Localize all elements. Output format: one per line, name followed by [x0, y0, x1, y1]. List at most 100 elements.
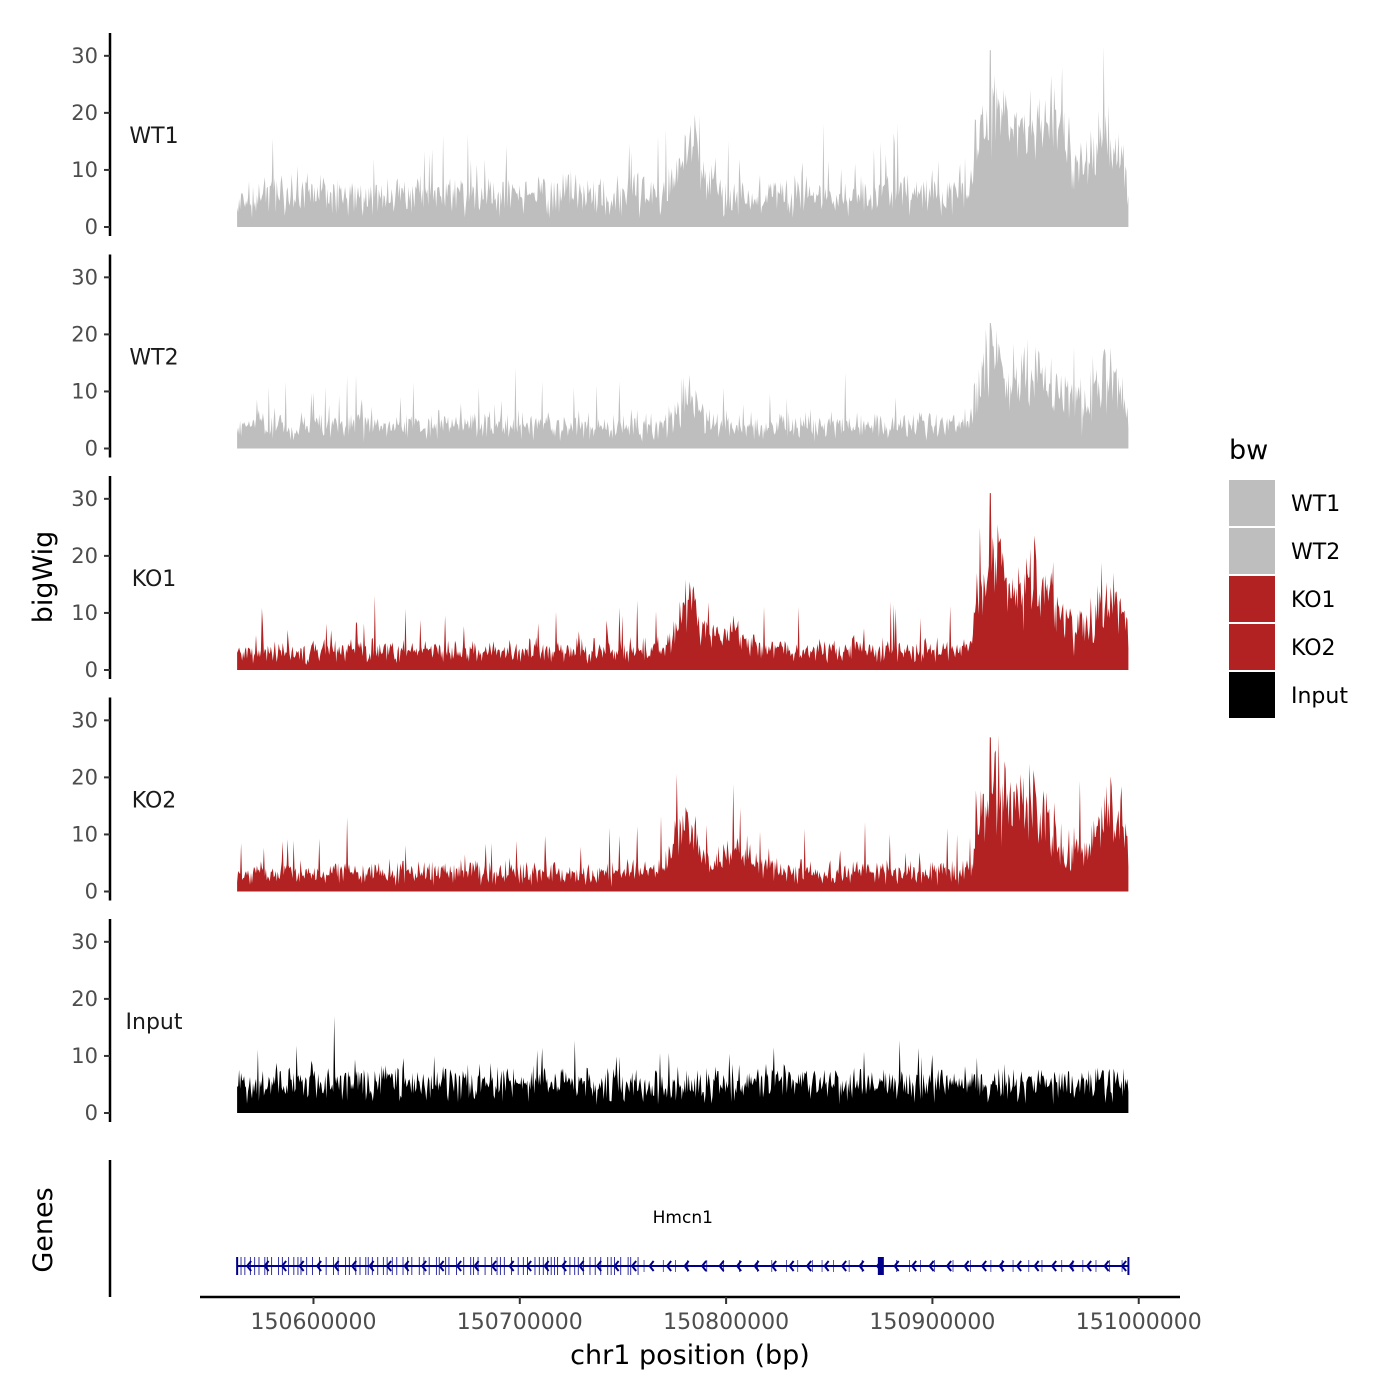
signal-area-ko2 [237, 735, 1129, 892]
track-panel-ko1: 0 10 20 30 KO1 [71, 476, 1129, 682]
strand-arrow [980, 1260, 987, 1272]
strand-arrow [298, 1260, 305, 1272]
y-tick-label: 0 [85, 658, 98, 682]
gene-label: Hmcn1 [653, 1208, 713, 1228]
track-panels: 0 10 20 30 WT1 0 10 20 30 WT2 0 10 20 30 KO1 0 10 20 30 KO2… [71, 33, 1129, 1125]
strand-arrow [998, 1260, 1005, 1272]
track-label-input: Input [126, 1010, 183, 1035]
signal-area-wt2 [237, 323, 1129, 449]
strand-arrow [718, 1260, 725, 1272]
strand-arrow [805, 1260, 812, 1272]
strand-arrow [385, 1260, 392, 1272]
strand-arrow [770, 1260, 777, 1272]
y-tick-label: 20 [71, 765, 98, 789]
legend: bw WT1 WT2 KO1 KO2 Input [1229, 435, 1348, 718]
x-tick-label: 150900000 [869, 1310, 995, 1335]
y-tick-label: 30 [71, 930, 98, 954]
y-tick-label: 30 [71, 265, 98, 289]
strand-arrow [630, 1260, 637, 1272]
track-label-wt2: WT2 [129, 346, 178, 371]
x-tick-label: 150600000 [250, 1310, 376, 1335]
strand-arrow [455, 1260, 462, 1272]
y-tick-label: 0 [85, 880, 98, 904]
legend-title: bw [1229, 435, 1268, 466]
legend-swatch-ko2 [1229, 624, 1275, 670]
track-panel-wt1: 0 10 20 30 WT1 [71, 33, 1129, 239]
signal-area-ko1 [237, 493, 1129, 670]
track-label-ko2: KO2 [132, 789, 177, 814]
strand-arrow [263, 1260, 270, 1272]
strand-arrow [788, 1260, 795, 1272]
strand-arrow [840, 1260, 847, 1272]
y-tick-label: 10 [71, 158, 98, 182]
signal-area-input [237, 1016, 1129, 1113]
y-tick-label: 30 [71, 708, 98, 732]
strand-arrow [823, 1260, 830, 1272]
y-tick-label: 10 [71, 822, 98, 846]
strand-arrow [420, 1260, 427, 1272]
strand-arrow [280, 1260, 287, 1272]
track-panel-input: 0 10 20 30 Input [71, 919, 1129, 1125]
legend-label-ko1: KO1 [1291, 588, 1336, 613]
genes-axis-title: Genes [28, 1187, 59, 1272]
y-tick-label: 20 [71, 544, 98, 568]
strand-arrow [438, 1260, 445, 1272]
strand-arrow [1015, 1260, 1022, 1272]
strand-arrow [683, 1260, 690, 1272]
legend-swatch-wt1 [1229, 480, 1275, 526]
strand-arrow [753, 1260, 760, 1272]
strand-arrow [1068, 1260, 1075, 1272]
strand-arrow [543, 1260, 550, 1272]
strand-arrow [928, 1260, 935, 1272]
signal-area-wt1 [237, 46, 1129, 227]
strand-arrow [350, 1260, 357, 1272]
strand-arrow [945, 1260, 952, 1272]
y-tick-label: 20 [71, 322, 98, 346]
x-tick-label: 150700000 [457, 1310, 583, 1335]
x-axis-title: chr1 position (bp) [570, 1340, 810, 1371]
legend-swatch-ko1 [1229, 576, 1275, 622]
strand-arrow [963, 1260, 970, 1272]
legend-swatch-input [1229, 672, 1275, 718]
y-tick-label: 0 [85, 215, 98, 239]
legend-label-wt2: WT2 [1291, 540, 1340, 565]
legend-swatch-wt2 [1229, 528, 1275, 574]
strand-arrow [595, 1260, 602, 1272]
x-tick-label: 151000000 [1076, 1310, 1202, 1335]
x-axis: 150600000 150700000 150800000 150900000 1510… [200, 1295, 1202, 1335]
strand-arrow [333, 1260, 340, 1272]
track-panel-wt2: 0 10 20 30 WT2 [71, 254, 1129, 461]
legend-label-wt1: WT1 [1291, 492, 1340, 517]
strand-arrow [910, 1260, 917, 1272]
y-tick-label: 20 [71, 987, 98, 1011]
strand-arrow [613, 1260, 620, 1272]
track-panel-ko2: 0 10 20 30 KO2 [71, 697, 1129, 904]
strand-arrow [1085, 1260, 1092, 1272]
exon-block [877, 1257, 884, 1275]
track-label-ko1: KO1 [132, 567, 177, 592]
strand-arrow [875, 1260, 882, 1272]
strand-arrow [490, 1260, 497, 1272]
strand-arrow [1120, 1260, 1127, 1272]
y-tick-label: 10 [71, 601, 98, 625]
strand-arrow [315, 1260, 322, 1272]
strand-arrow [1033, 1260, 1040, 1272]
strand-arrow [368, 1260, 375, 1272]
gene-hmcn1: Hmcn1 [236, 1208, 1130, 1275]
y-tick-label: 10 [71, 1044, 98, 1068]
strand-arrow [245, 1260, 252, 1272]
legend-label-input: Input [1291, 684, 1348, 709]
strand-arrow [525, 1260, 532, 1272]
y-tick-label: 30 [71, 487, 98, 511]
strand-arrow [665, 1260, 672, 1272]
strand-arrow [648, 1260, 655, 1272]
strand-arrow [1103, 1260, 1110, 1272]
y-tick-label: 30 [71, 44, 98, 68]
x-tick-label: 150800000 [663, 1310, 789, 1335]
strand-arrow [893, 1260, 900, 1272]
gene-track: Hmcn1 [108, 1160, 1130, 1297]
track-label-wt1: WT1 [129, 124, 178, 149]
strand-arrow [858, 1260, 865, 1272]
y-tick-label: 0 [85, 1101, 98, 1125]
